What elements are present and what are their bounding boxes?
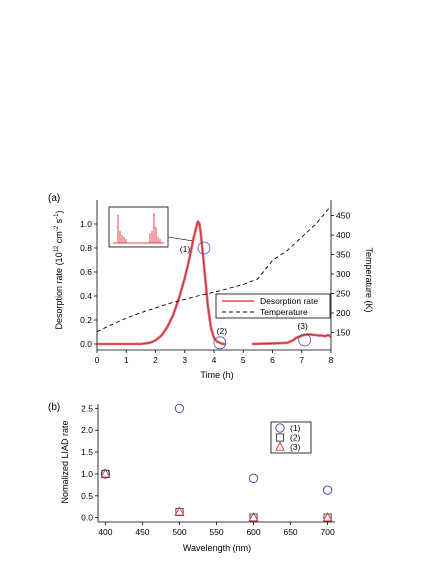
a-y-tick-label: 0.4	[80, 291, 92, 301]
b-point-triangle	[248, 512, 259, 522]
a-series-desorption-rate-core	[97, 221, 226, 345]
a-x-tick-label: 6	[270, 355, 275, 365]
a-legend-label-desorption: Desorption rate	[260, 296, 318, 306]
a-y-tick-label: 1.0	[80, 219, 92, 229]
b-x-tick-label: 600	[246, 527, 260, 537]
b-point-circle	[248, 473, 259, 483]
b-point-triangle	[100, 468, 111, 478]
b-legend-label: (2)	[290, 433, 301, 443]
a-x-tick-label: 3	[182, 355, 187, 365]
b-legend-swatch-triangle	[274, 441, 286, 451]
a-annotation-circle	[213, 336, 227, 350]
panel-a-x-axis-label: Time (h)	[200, 370, 233, 380]
a-y-tick-label: 0.6	[80, 267, 92, 277]
a-y2-tick-label: 400	[336, 230, 350, 240]
b-point-triangle	[322, 512, 333, 522]
a-annotation-label: (1)	[180, 244, 191, 254]
b-y-tick-label: 1.0	[81, 469, 93, 479]
a-x-tick-label: 5	[241, 355, 246, 365]
panel-b-x-axis-label: Wavelength (nm)	[183, 543, 251, 553]
b-point-circle	[174, 403, 185, 414]
panel-a-y-axis-label: Desorption rate (1012 cm-2 s-1)	[54, 211, 64, 330]
a-annotation-label: (3)	[297, 321, 308, 331]
a-y2-tick-label: 450	[336, 211, 350, 221]
panel-a-y2-axis-label: Temperature (K)	[364, 247, 374, 312]
a-legend-label-temperature: Temperature	[260, 307, 308, 317]
panel-b-plot-area: 400 450 500 550 600 650 700 0.0 0.5 1.0 1.5 2.0 2.5 (…	[81, 403, 335, 537]
b-x-tick-label: 450	[135, 527, 149, 537]
b-legend-label: (3)	[290, 442, 301, 452]
b-y-tick-label: 0.5	[81, 491, 93, 501]
a-x-tick-label: 1	[124, 355, 129, 365]
a-y2-tick-label: 200	[336, 308, 350, 318]
a-x-tick-label: 4	[212, 355, 217, 365]
a-y2-tick-label: 150	[336, 327, 350, 337]
b-y-tick-label: 1.5	[81, 447, 93, 457]
a-x-tick-label: 2	[153, 355, 158, 365]
a-inset-connector	[167, 236, 193, 242]
a-annotation-label: (2)	[217, 326, 228, 336]
a-annotation-circle	[197, 241, 211, 255]
b-legend-swatch-square	[275, 433, 285, 442]
a-y2-tick-label: 300	[336, 269, 350, 279]
panel-a: (a) 0 1 2 3 4 5 6 7 8 0.0 0.2 0.4 0.6 0.8 1.0 150 200 250…	[48, 193, 374, 380]
panel-a-label: (a)	[48, 193, 60, 204]
b-point-triangle	[174, 506, 185, 516]
panel-b-label: (b)	[48, 402, 60, 413]
a-y-tick-label: 0.2	[80, 315, 92, 325]
a-series-temperature	[96, 205, 332, 333]
a-y-tick-label: 0.8	[80, 243, 92, 253]
b-x-tick-label: 650	[283, 527, 297, 537]
b-legend-box	[270, 421, 312, 454]
a-x-tick-label: 7	[299, 355, 304, 365]
a-annotation-circle	[298, 333, 312, 347]
a-y2-tick-label: 250	[336, 289, 350, 299]
b-y-tick-label: 2.5	[81, 403, 93, 413]
b-x-tick-label: 500	[172, 527, 186, 537]
b-x-tick-label: 550	[209, 527, 223, 537]
b-x-tick-label: 400	[98, 527, 112, 537]
b-x-tick-label: 700	[321, 527, 335, 537]
a-legend-box	[215, 293, 331, 319]
b-legend-label: (1)	[290, 423, 301, 433]
b-y-tick-label: 2.0	[81, 425, 93, 435]
panel-a-plot-area: 0 1 2 3 4 5 6 7 8 0.0 0.2 0.4 0.6 0.8 1.0 150 200 250 300 3…	[80, 200, 350, 365]
b-legend-swatch-circle	[275, 423, 285, 433]
a-y2-tick-label: 350	[336, 250, 350, 260]
b-y-tick-label: 0.0	[81, 513, 93, 523]
a-y-tick-label: 0.0	[80, 339, 92, 349]
panel-b: (b) 400 450 500 550 600 650 700 0.0 0.5 1.0 1.5 2.0…	[48, 402, 335, 553]
a-x-tick-label: 8	[329, 355, 334, 365]
a-x-tick-label: 0	[95, 355, 100, 365]
panel-b-y-axis-label: Nomalized LIAD rate	[60, 420, 70, 503]
b-point-circle	[322, 485, 333, 495]
